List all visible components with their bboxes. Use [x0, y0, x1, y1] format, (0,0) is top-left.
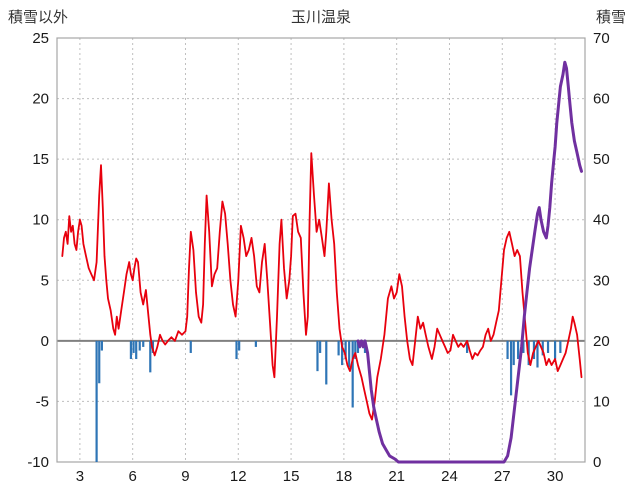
- left-axis-tick-label: -5: [36, 393, 49, 410]
- left-axis-tick-label: 25: [32, 30, 49, 47]
- left-axis-tick-label: 5: [41, 272, 49, 289]
- x-axis-tick-label: 3: [76, 468, 84, 485]
- left-axis-tick-label: -10: [27, 454, 49, 471]
- right-axis-tick-label: 60: [593, 91, 610, 108]
- left-axis-tick-label: 15: [32, 151, 49, 168]
- x-axis-tick-label: 27: [494, 468, 511, 485]
- left-axis-title: 積雪以外: [8, 9, 69, 26]
- right-axis-tick-label: 30: [593, 272, 610, 289]
- chart-title: 玉川温泉: [290, 9, 352, 26]
- plot-frame: [56, 37, 586, 463]
- x-axis-tick-label: 18: [336, 468, 353, 485]
- right-axis-tick-label: 0: [593, 454, 601, 471]
- right-axis-tick-label: 10: [593, 393, 610, 410]
- right-axis-tick-label: 40: [593, 212, 610, 229]
- left-axis-tick-label: 10: [32, 212, 49, 229]
- x-axis-tick-label: 15: [283, 468, 300, 485]
- x-axis-tick-label: 6: [129, 468, 137, 485]
- x-axis-tick-label: 21: [388, 468, 405, 485]
- x-axis-tick-label: 12: [230, 468, 247, 485]
- x-axis-tick-label: 30: [547, 468, 564, 485]
- right-axis-tick-label: 50: [593, 151, 610, 168]
- right-axis-tick-label: 70: [593, 30, 610, 47]
- series-snow-depth-line: [356, 60, 583, 464]
- x-axis-tick-label: 9: [181, 468, 189, 485]
- x-axis-tick-label: 24: [441, 468, 458, 485]
- series-red-line-line: [61, 152, 583, 421]
- right-axis-tick-label: 20: [593, 333, 610, 350]
- right-axis-title: 積雪: [595, 9, 626, 26]
- left-axis-tick-label: 20: [32, 91, 49, 108]
- left-axis-tick-label: 0: [41, 333, 49, 350]
